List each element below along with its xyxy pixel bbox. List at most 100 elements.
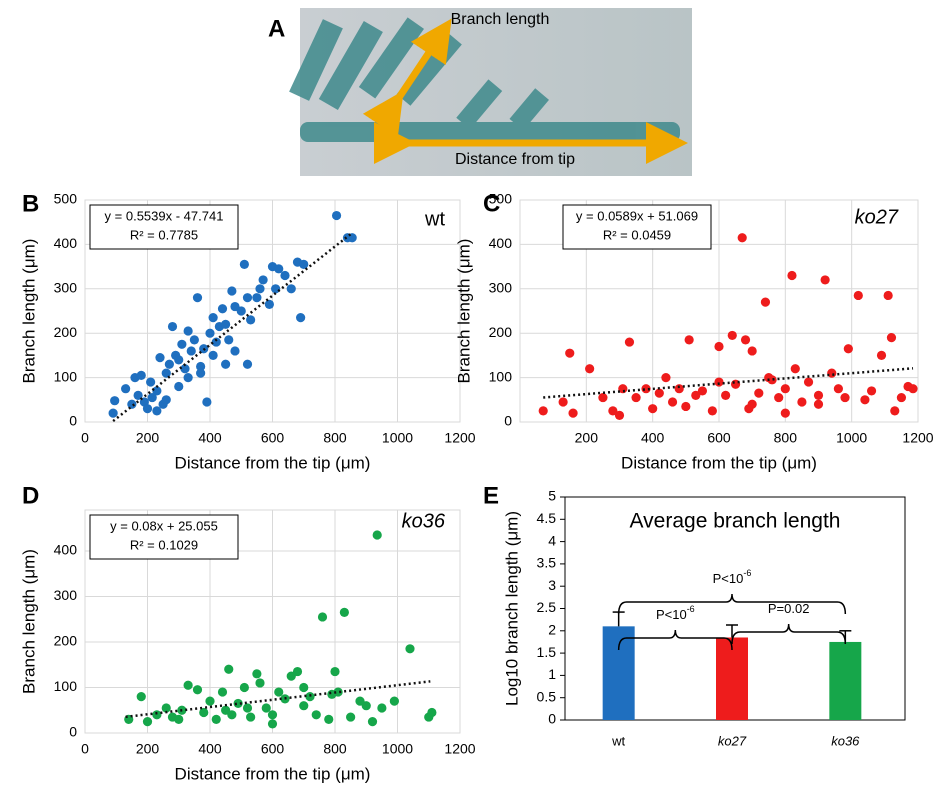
y-tick-label: 1 xyxy=(548,666,556,682)
bracket xyxy=(731,623,847,645)
point xyxy=(174,381,184,392)
error-bar xyxy=(612,611,625,627)
point xyxy=(641,384,651,394)
x-tick-label: 1200 xyxy=(444,741,475,757)
point xyxy=(233,698,243,709)
x-tick-label: 600 xyxy=(261,430,285,446)
point xyxy=(242,703,253,713)
p-value: P<10-6 xyxy=(713,568,752,586)
point xyxy=(608,406,618,416)
y-tick-label: 100 xyxy=(54,678,78,694)
point xyxy=(136,370,146,380)
point xyxy=(908,384,918,394)
point xyxy=(405,644,415,654)
point xyxy=(339,607,349,617)
r-squared: R² = 0.7785 xyxy=(130,227,198,242)
point xyxy=(192,685,203,695)
y-tick-label: 200 xyxy=(489,324,513,340)
y-tick-label: 300 xyxy=(54,280,78,296)
point xyxy=(255,678,265,688)
point xyxy=(211,337,221,347)
point xyxy=(538,406,548,416)
plot-frame xyxy=(84,199,461,423)
point xyxy=(377,703,387,713)
point xyxy=(267,719,278,729)
point xyxy=(585,364,595,374)
plot-frame xyxy=(519,199,919,423)
point xyxy=(820,275,830,285)
trendline xyxy=(543,367,914,399)
point xyxy=(568,408,578,418)
y-tick-label: 500 xyxy=(489,191,513,207)
point xyxy=(886,333,897,343)
point xyxy=(389,696,399,706)
point xyxy=(183,326,193,336)
point xyxy=(274,264,284,274)
x-tick-label: wt xyxy=(611,733,625,748)
point xyxy=(208,313,218,323)
equation-box xyxy=(89,204,239,250)
y-tick-label: 400 xyxy=(489,235,513,251)
point xyxy=(361,701,371,711)
point xyxy=(280,270,290,281)
point xyxy=(631,392,641,403)
point xyxy=(152,386,162,396)
point xyxy=(727,330,737,341)
point xyxy=(136,691,146,702)
point xyxy=(813,390,824,400)
point xyxy=(747,346,757,356)
point xyxy=(230,301,240,312)
point xyxy=(199,707,209,718)
y-tick-label: 4 xyxy=(548,532,556,548)
x-tick-label: 0 xyxy=(81,741,89,757)
series-name: wt xyxy=(424,208,445,230)
y-tick-label: 3 xyxy=(548,577,556,593)
bar xyxy=(602,626,635,720)
y-tick-label: 0 xyxy=(69,413,77,429)
point xyxy=(890,406,900,416)
point xyxy=(346,712,356,722)
y-tick-label: 0 xyxy=(548,711,556,727)
point xyxy=(299,259,309,269)
point xyxy=(790,364,800,374)
p-value-text: P=0.02 xyxy=(768,601,810,616)
point xyxy=(333,687,343,697)
x-tick-label: 800 xyxy=(774,430,798,446)
x-tick-label: 400 xyxy=(641,430,665,446)
point xyxy=(317,612,328,622)
y-tick-label: 0.5 xyxy=(537,688,557,704)
point xyxy=(217,687,228,697)
point xyxy=(239,259,249,269)
y-tick-label: 300 xyxy=(489,280,513,296)
point xyxy=(183,680,193,690)
y-tick-label: 300 xyxy=(54,587,78,603)
point xyxy=(648,404,658,414)
r-squared: R² = 0.0459 xyxy=(603,227,671,242)
annotation: Distance from tip xyxy=(455,151,575,168)
y-axis-title: Branch length (μm) xyxy=(19,239,38,384)
point xyxy=(180,364,190,374)
point xyxy=(667,397,678,407)
trendline xyxy=(112,233,352,423)
point xyxy=(827,368,837,378)
point xyxy=(246,712,256,722)
point xyxy=(167,321,178,332)
point xyxy=(164,359,174,369)
point xyxy=(565,348,575,358)
point xyxy=(196,361,206,372)
point xyxy=(803,377,814,387)
y-tick-label: 400 xyxy=(54,542,78,558)
point xyxy=(211,714,221,724)
p-value: P<10-6 xyxy=(656,604,695,622)
equation: y = 0.08x + 25.055 xyxy=(110,518,218,533)
x-tick-label: 800 xyxy=(323,430,347,446)
point xyxy=(274,687,284,697)
point xyxy=(177,339,187,349)
x-axis-title: Distance from the tip (μm) xyxy=(175,764,371,783)
point xyxy=(296,313,306,323)
y-tick-label: 0 xyxy=(504,413,512,429)
panel-label: D xyxy=(22,482,39,509)
x-tick-label: 600 xyxy=(707,430,731,446)
point xyxy=(754,388,764,398)
